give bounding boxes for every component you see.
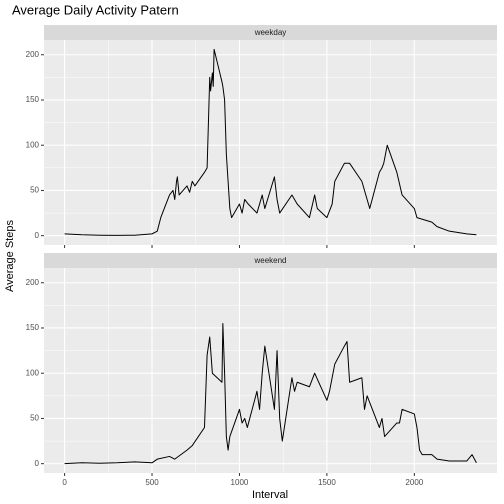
x-tick-label: 2000 <box>405 478 423 487</box>
y-tick-label: 200 <box>26 50 40 59</box>
x-tick-label: 0 <box>62 478 67 487</box>
x-axis-label: Interval <box>252 489 288 501</box>
strip <box>44 25 497 40</box>
y-tick-label: 100 <box>26 368 40 377</box>
y-tick-label: 50 <box>30 186 39 195</box>
chart-title: Average Daily Activity Patern <box>12 2 179 17</box>
y-tick-label: 100 <box>26 140 40 149</box>
y-tick-label: 0 <box>35 459 40 468</box>
y-tick-label: 50 <box>30 414 39 423</box>
line <box>64 322 477 465</box>
x-tick-label: 1500 <box>318 478 336 487</box>
y-tick-label: 0 <box>35 231 40 240</box>
strip <box>44 253 497 268</box>
line <box>64 48 477 236</box>
y-tick-label: 150 <box>26 323 40 332</box>
x-tick-label: 1000 <box>231 478 249 487</box>
x-tick-label: 500 <box>145 478 159 487</box>
strip-label: weekday <box>254 28 287 37</box>
strip-label: weekend <box>253 256 286 265</box>
panel <box>44 268 497 473</box>
y-tick-label: 200 <box>26 278 40 287</box>
panel <box>44 40 497 245</box>
y-axis-label: Average Steps <box>4 220 16 292</box>
y-tick-label: 150 <box>26 95 40 104</box>
